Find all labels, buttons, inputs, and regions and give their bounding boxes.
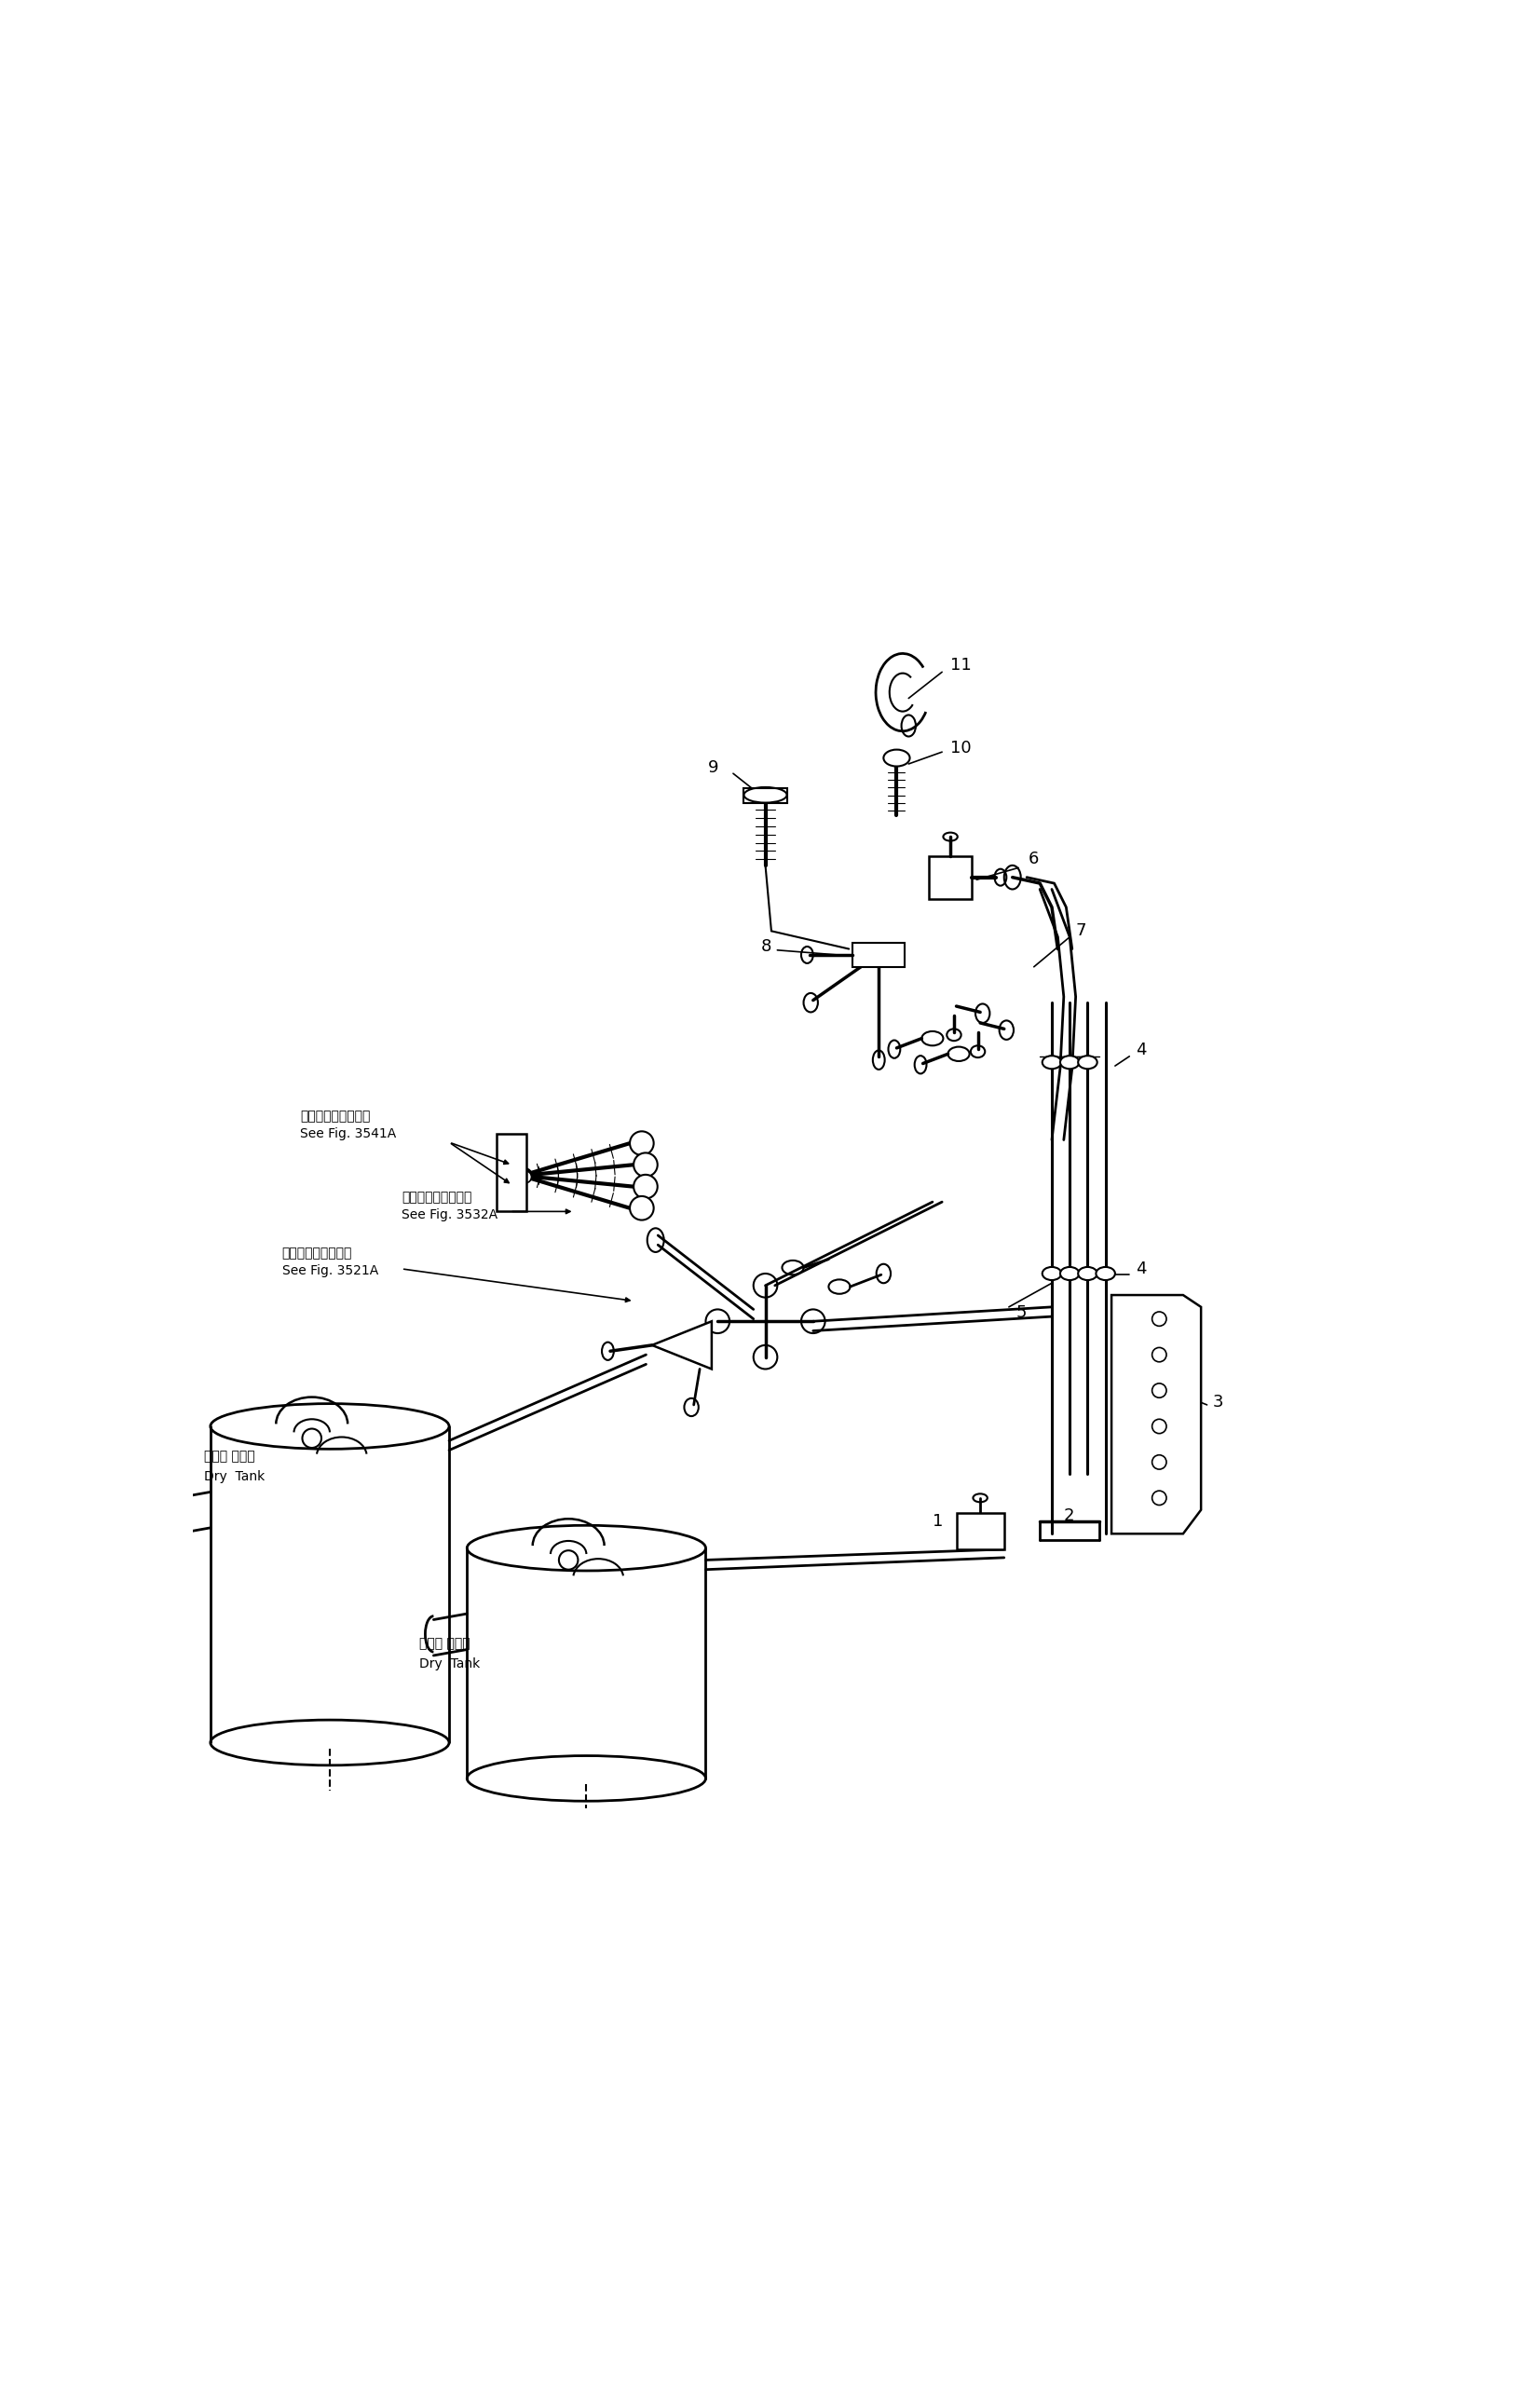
Bar [929,856,972,900]
Circle shape [519,1171,531,1183]
Bar [956,1514,1004,1550]
Bar [744,787,787,804]
Text: See Fig. 3521A: See Fig. 3521A [282,1264,379,1279]
Ellipse shape [1078,1056,1096,1070]
Ellipse shape [884,748,910,765]
Text: 第３５４１Ａ図参照: 第３５４１Ａ図参照 [300,1108,370,1123]
Circle shape [630,1132,653,1156]
Bar [497,1135,527,1211]
Text: 11: 11 [950,657,972,674]
Ellipse shape [1078,1267,1096,1281]
Text: 第３５２１Ａ図参照: 第３５２１Ａ図参照 [282,1247,353,1259]
Circle shape [302,1430,322,1449]
Ellipse shape [1043,1267,1061,1281]
Text: Dry  Tank: Dry Tank [419,1658,480,1670]
Polygon shape [651,1322,711,1370]
Ellipse shape [1060,1056,1080,1070]
Text: See Fig. 3541A: See Fig. 3541A [300,1128,396,1140]
Text: 6: 6 [1029,852,1038,868]
Circle shape [519,1168,531,1180]
Polygon shape [1112,1295,1201,1533]
Text: 4: 4 [1135,1259,1146,1276]
Text: Dry  Tank: Dry Tank [205,1471,265,1483]
Circle shape [633,1176,658,1200]
Text: 5: 5 [1016,1305,1027,1322]
Circle shape [633,1154,658,1176]
Circle shape [630,1197,653,1221]
Text: 10: 10 [950,739,972,756]
Text: 1: 1 [933,1514,942,1531]
Text: 3: 3 [1214,1394,1224,1411]
Text: 4: 4 [1135,1041,1146,1058]
Text: 8: 8 [761,938,772,955]
Text: See Fig. 3532A: See Fig. 3532A [402,1209,497,1221]
Ellipse shape [1060,1267,1080,1281]
Circle shape [519,1171,531,1183]
Text: 7: 7 [1075,924,1086,940]
Text: ドライ タンク: ドライ タンク [205,1449,256,1463]
Text: ドライ タンク: ドライ タンク [419,1636,470,1651]
Bar [853,943,906,967]
Ellipse shape [1043,1056,1061,1070]
Circle shape [519,1168,531,1180]
Text: 2: 2 [1064,1507,1075,1523]
Text: 9: 9 [707,758,718,775]
Text: 第３５３２Ａ図参照: 第３５３２Ａ図参照 [402,1190,471,1204]
Circle shape [559,1550,578,1569]
Ellipse shape [1096,1267,1115,1281]
